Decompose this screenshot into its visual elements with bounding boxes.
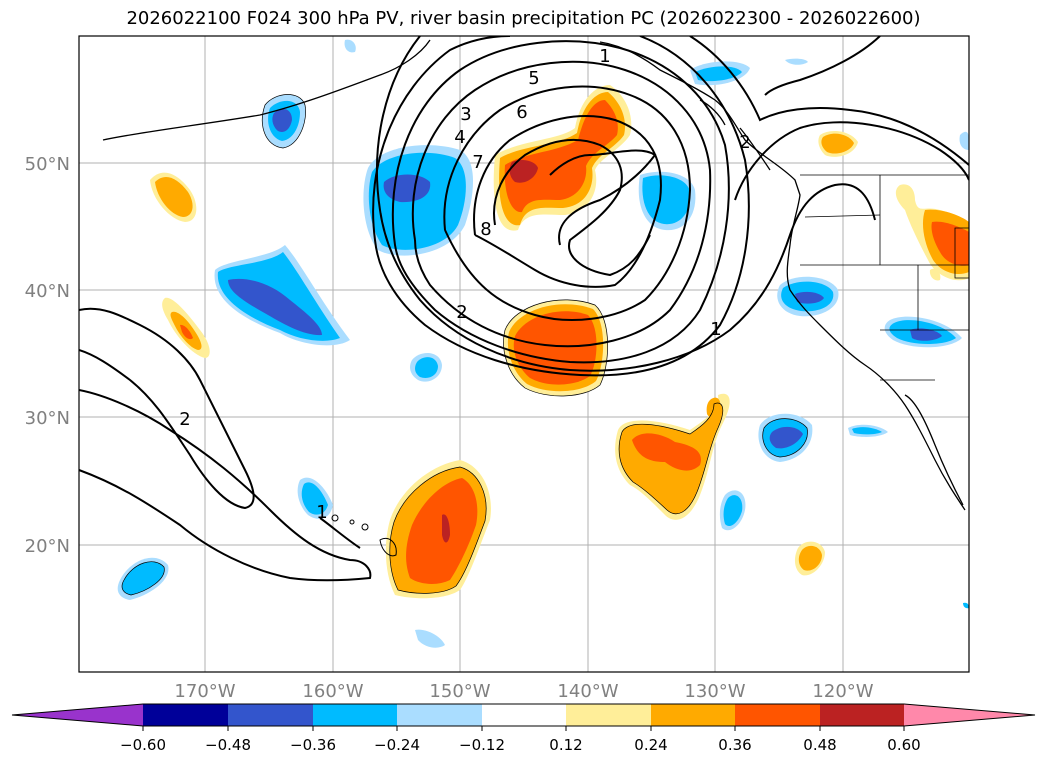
contour-label: 3 bbox=[460, 104, 471, 125]
contour-labels: 1 2 3 4 5 6 7 8 2 1 1 2 bbox=[179, 46, 750, 523]
colorbar-segment bbox=[735, 704, 820, 726]
contour-label: 5 bbox=[528, 68, 539, 89]
map-area: 1 2 3 4 5 6 7 8 2 1 1 2 bbox=[79, 36, 969, 672]
colorbar-tick-label: 0.24 bbox=[634, 736, 667, 754]
pv-contours bbox=[79, 36, 969, 582]
lon-label-120w: 120°W bbox=[812, 681, 873, 702]
lat-labels: 50°N 40°N 30°N 20°N bbox=[25, 154, 70, 557]
colorbar-tick-label: −0.36 bbox=[290, 736, 336, 754]
coastlines bbox=[102, 39, 966, 511]
lon-label-150w: 150°W bbox=[429, 681, 490, 702]
contour-label: 1 bbox=[599, 46, 610, 67]
colorbar-tick-label: 0.36 bbox=[718, 736, 751, 754]
colorbar-segment bbox=[228, 704, 313, 726]
map-title: 2026022100 F024 300 hPa PV, river basin … bbox=[126, 8, 921, 29]
contour-label: 1 bbox=[710, 319, 721, 340]
colorbar-segment bbox=[313, 704, 397, 726]
contour-label: 2 bbox=[179, 409, 190, 430]
colorbar-tick-label: −0.48 bbox=[205, 736, 251, 754]
contour-label: 2 bbox=[739, 132, 750, 153]
colorbar-tick-label: 0.60 bbox=[887, 736, 920, 754]
shading-outlines bbox=[121, 94, 808, 596]
colorbar-tick-label: −0.60 bbox=[120, 736, 166, 754]
lon-label-170w: 170°W bbox=[174, 681, 235, 702]
contour-label: 4 bbox=[454, 127, 465, 148]
lat-label-40n: 40°N bbox=[25, 281, 70, 302]
lon-labels: 170°W 160°W 150°W 140°W 130°W 120°W bbox=[174, 681, 873, 702]
lon-label-140w: 140°W bbox=[557, 681, 618, 702]
colorbar-segment bbox=[651, 704, 735, 726]
neg-area-small-4 bbox=[415, 629, 445, 648]
contour-label: 8 bbox=[480, 219, 491, 240]
hawaii-islands bbox=[331, 514, 397, 557]
colorbar-extend-high bbox=[904, 704, 1035, 726]
contour-label: 1 bbox=[316, 502, 327, 523]
colorbar-tick-label: 0.12 bbox=[549, 736, 582, 754]
contour-label: 7 bbox=[472, 152, 483, 173]
colorbar-extend-low bbox=[12, 704, 143, 726]
lon-label-160w: 160°W bbox=[302, 681, 363, 702]
precip-shading bbox=[117, 39, 969, 648]
colorbar-segment bbox=[397, 704, 482, 726]
colorbar-tick-label: −0.12 bbox=[459, 736, 505, 754]
colorbar-tick-label: 0.48 bbox=[803, 736, 836, 754]
lat-label-30n: 30°N bbox=[25, 408, 70, 429]
lon-label-130w: 130°W bbox=[684, 681, 745, 702]
lat-label-50n: 50°N bbox=[25, 154, 70, 175]
colorbar-segment bbox=[820, 704, 904, 726]
colorbar: −0.60 −0.48 −0.36 −0.24 −0.12 0.12 0.24 … bbox=[11, 703, 1036, 754]
map-frame bbox=[78, 35, 970, 673]
colorbar-tick-label: −0.24 bbox=[374, 736, 420, 754]
colorbar-segment bbox=[143, 704, 228, 726]
colorbar-segment bbox=[482, 704, 566, 726]
contour-label: 6 bbox=[516, 102, 527, 123]
colorbar-segment bbox=[566, 704, 651, 726]
contour-label: 2 bbox=[456, 302, 467, 323]
lat-label-20n: 20°N bbox=[25, 536, 70, 557]
borders bbox=[800, 174, 969, 381]
